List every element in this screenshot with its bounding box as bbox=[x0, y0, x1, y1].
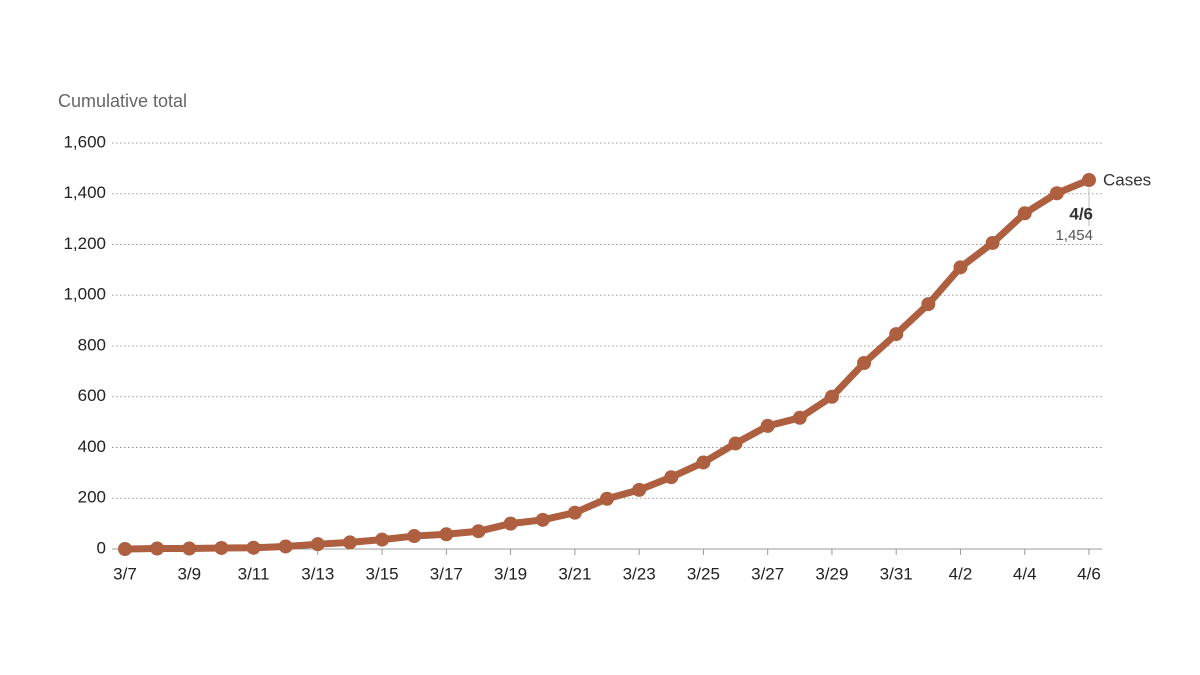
point bbox=[600, 491, 614, 506]
y-tick-label: 1,600 bbox=[63, 132, 106, 151]
x-tick-label: 3/9 bbox=[177, 564, 201, 583]
point bbox=[728, 436, 743, 451]
value-label: 1,454 bbox=[1055, 227, 1093, 244]
point bbox=[503, 516, 518, 531]
point bbox=[535, 512, 550, 527]
x-tick-label: 3/17 bbox=[430, 564, 463, 583]
x-tick-label: 3/15 bbox=[366, 564, 399, 583]
y-tick-label: 400 bbox=[78, 437, 106, 456]
point bbox=[857, 356, 872, 371]
x-tick-label: 3/29 bbox=[815, 564, 848, 583]
y-tick-label: 1,400 bbox=[63, 183, 106, 202]
point bbox=[214, 540, 229, 555]
point bbox=[471, 524, 486, 539]
point bbox=[953, 260, 968, 275]
x-tick-label: 4/2 bbox=[949, 564, 973, 583]
y-tick-label: 600 bbox=[78, 386, 106, 405]
legend-label: Cases bbox=[1103, 171, 1151, 190]
x-tick-label: 4/6 bbox=[1077, 564, 1101, 583]
point bbox=[342, 535, 357, 550]
y-tick-label: 1,200 bbox=[63, 234, 106, 253]
point bbox=[1017, 206, 1032, 221]
point bbox=[696, 455, 711, 470]
point bbox=[407, 529, 422, 544]
point bbox=[567, 505, 582, 520]
point bbox=[889, 327, 904, 342]
y-tick-label: 200 bbox=[78, 488, 106, 507]
x-tick-label: 3/7 bbox=[113, 564, 137, 583]
x-tick-label: 3/19 bbox=[494, 564, 527, 583]
x-tick-label: 3/13 bbox=[301, 564, 334, 583]
point bbox=[1049, 186, 1064, 201]
x-tick-label: 3/11 bbox=[238, 564, 270, 583]
point bbox=[182, 541, 197, 556]
point bbox=[439, 527, 454, 542]
y-axis-label: Cumulative total bbox=[58, 91, 187, 111]
x-tick-label: 3/23 bbox=[623, 564, 656, 583]
x-tick-label: 3/21 bbox=[558, 564, 591, 583]
point bbox=[278, 539, 293, 554]
point bbox=[824, 389, 839, 404]
point bbox=[792, 410, 807, 425]
x-tick-label: 3/31 bbox=[880, 564, 913, 583]
point bbox=[375, 532, 390, 547]
point bbox=[118, 542, 132, 556]
annotation-date: 4/6 bbox=[1069, 205, 1093, 224]
y-tick-label: 800 bbox=[78, 335, 106, 354]
point bbox=[1082, 173, 1096, 188]
point bbox=[760, 418, 775, 433]
x-tick-label: 4/4 bbox=[1013, 564, 1037, 583]
point bbox=[632, 482, 647, 497]
point bbox=[310, 537, 325, 552]
point bbox=[246, 540, 261, 555]
point bbox=[985, 235, 1000, 250]
point bbox=[150, 541, 165, 556]
x-tick-label: 3/27 bbox=[751, 564, 784, 583]
y-tick-label: 1,000 bbox=[63, 285, 106, 304]
x-tick-label: 3/25 bbox=[687, 564, 720, 583]
point bbox=[664, 470, 679, 485]
y-tick-label: 0 bbox=[97, 538, 106, 557]
point bbox=[921, 297, 936, 312]
